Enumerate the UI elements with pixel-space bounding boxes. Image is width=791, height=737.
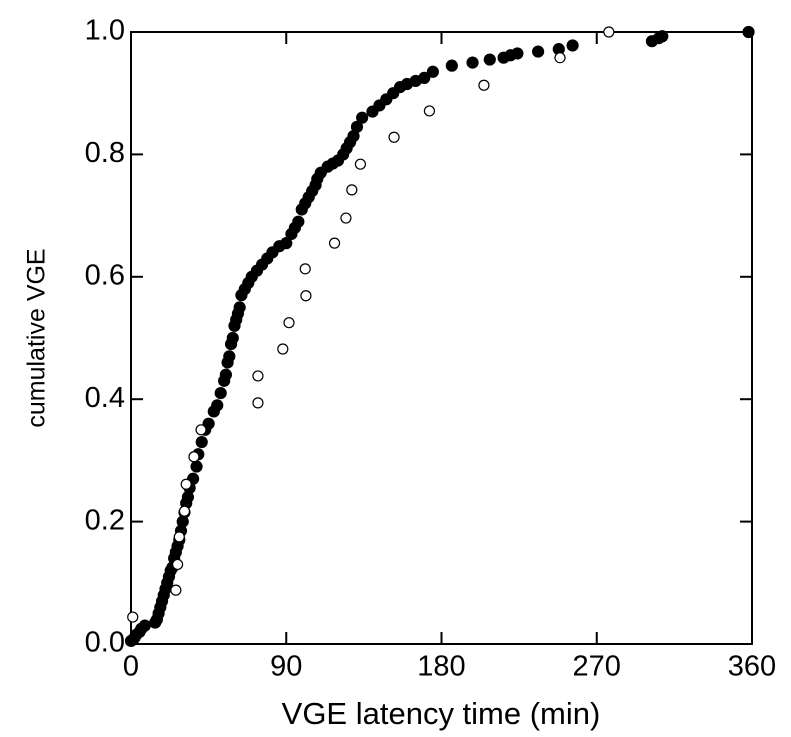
x-tick-label: 360 — [728, 651, 776, 683]
open-point — [283, 317, 295, 329]
filled-point — [202, 417, 215, 430]
open-point — [340, 212, 352, 224]
filled-point — [292, 215, 305, 228]
filled-point — [138, 619, 151, 632]
open-point — [300, 290, 312, 302]
filled-point — [195, 435, 208, 449]
filled-point — [233, 301, 246, 314]
y-tick-label: 1.0 — [85, 15, 125, 47]
open-point — [171, 558, 184, 571]
x-axis-label: VGE latency time (min) — [282, 696, 601, 731]
open-point — [173, 531, 185, 543]
filled-point — [190, 460, 203, 473]
open-point — [178, 505, 191, 517]
y-tick-label: 0.2 — [85, 504, 125, 536]
open-point — [603, 26, 615, 38]
filled-point — [511, 47, 524, 60]
x-tick-label: 270 — [573, 651, 621, 683]
plot-frame — [130, 31, 753, 645]
open-point — [252, 370, 264, 382]
filled-point — [280, 237, 293, 250]
open-point — [170, 584, 182, 596]
filled-point — [223, 350, 236, 363]
open-point — [423, 105, 436, 117]
filled-point — [483, 53, 496, 66]
filled-point — [219, 368, 232, 381]
y-tick-label: 0.6 — [85, 259, 125, 291]
y-tick-label: 0.0 — [85, 627, 125, 659]
filled-point — [531, 45, 545, 58]
y-axis-label: cumulative VGE — [23, 248, 51, 427]
x-tick-label: 90 — [270, 651, 302, 683]
filled-point — [211, 399, 224, 412]
open-point — [252, 397, 264, 409]
open-point — [188, 451, 200, 463]
open-point — [354, 158, 367, 170]
filled-point — [466, 56, 479, 69]
open-point — [277, 343, 289, 355]
open-point — [554, 52, 566, 64]
filled-point — [566, 39, 579, 52]
open-point — [328, 237, 341, 249]
open-point — [299, 263, 311, 275]
filled-point — [356, 111, 369, 124]
open-point — [127, 611, 139, 623]
filled-point — [226, 331, 239, 345]
open-point — [195, 424, 207, 436]
filled-point — [656, 30, 669, 43]
open-point — [478, 79, 490, 91]
y-tick-label: 0.4 — [85, 382, 125, 414]
filled-point — [418, 71, 431, 85]
filled-point — [742, 25, 755, 39]
filled-point — [350, 120, 364, 133]
x-tick-label: 0 — [123, 651, 139, 683]
open-point — [388, 131, 400, 143]
filled-point — [214, 386, 227, 400]
y-tick-label: 0.8 — [85, 137, 125, 169]
x-tick-label: 180 — [417, 651, 465, 683]
open-point — [346, 184, 358, 196]
filled-point — [445, 59, 458, 72]
open-point — [180, 478, 192, 490]
filled-point — [426, 65, 439, 78]
